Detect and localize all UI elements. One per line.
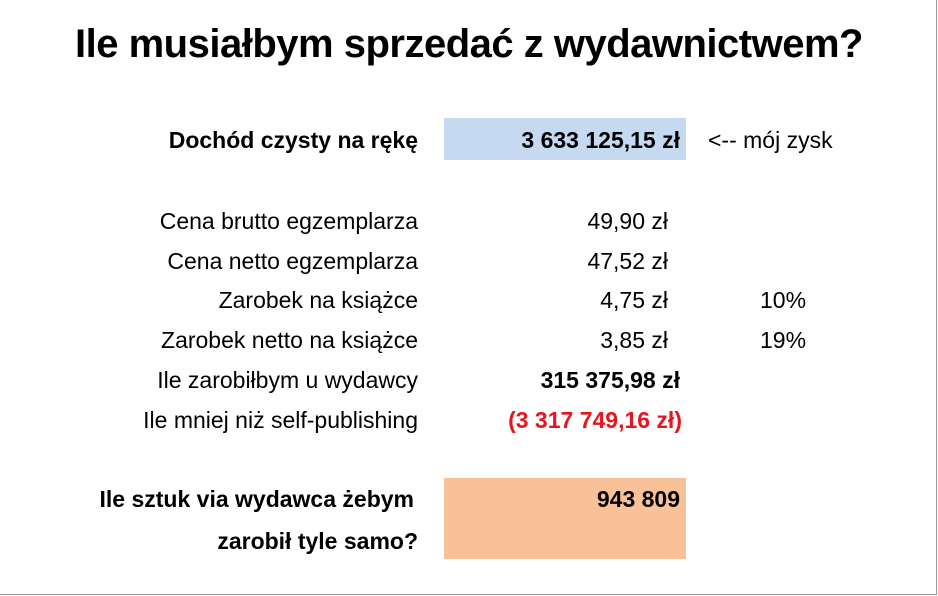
row-label: Ile mniej niż self-publishing bbox=[143, 407, 418, 433]
table-row: Ile mniej niż self-publishing (3 317 749… bbox=[0, 400, 938, 440]
row-value-negative: (3 317 749,16 zł) bbox=[508, 407, 682, 433]
copies-row: Ile sztuk via wydawca żebym 943 809 bbox=[0, 479, 938, 519]
row-label: Cena brutto egzemplarza bbox=[159, 208, 418, 234]
table-row: Cena brutto egzemplarza 49,90 zł bbox=[0, 201, 938, 241]
row-label: Zarobek na książce bbox=[218, 287, 418, 313]
row-label: Ile zarobiłbym u wydawcy bbox=[157, 367, 418, 393]
table-row: Cena netto egzemplarza 47,52 zł bbox=[0, 241, 938, 281]
net-income-note: <-- mój zysk bbox=[708, 127, 833, 153]
table-row: Ile zarobiłbym u wydawcy 315 375,98 zł bbox=[0, 360, 938, 400]
row-percent: 10% bbox=[760, 287, 807, 313]
row-label: Cena netto egzemplarza bbox=[167, 248, 418, 274]
net-income-label: Dochód czysty na rękę bbox=[168, 127, 418, 153]
table-row: Zarobek na książce 4,75 zł 10% bbox=[0, 280, 938, 320]
row-percent: 19% bbox=[760, 327, 807, 353]
net-income-highlight bbox=[444, 118, 686, 160]
row-value: 4,75 zł bbox=[600, 287, 668, 313]
net-income-row: Dochód czysty na rękę 3 633 125,15 zł <-… bbox=[0, 120, 938, 160]
row-value: 49,90 zł bbox=[587, 208, 668, 234]
net-income-value: 3 633 125,15 zł bbox=[521, 127, 680, 153]
copies-highlight bbox=[444, 478, 686, 559]
row-label: Zarobek netto na książce bbox=[161, 327, 418, 353]
row-value: 315 375,98 zł bbox=[540, 367, 680, 393]
row-value: 3,85 zł bbox=[600, 327, 668, 353]
copies-label-line1: Ile sztuk via wydawca żebym bbox=[99, 486, 414, 512]
table-row: Zarobek netto na książce 3,85 zł 19% bbox=[0, 320, 938, 360]
copies-row-2: zarobił tyle samo? bbox=[0, 521, 938, 561]
row-value: 47,52 zł bbox=[587, 248, 668, 274]
copies-label-line2: zarobił tyle samo? bbox=[217, 528, 418, 554]
page-title: Ile musiałbym sprzedać z wydawnictwem? bbox=[75, 22, 863, 66]
copies-value: 943 809 bbox=[596, 486, 680, 512]
